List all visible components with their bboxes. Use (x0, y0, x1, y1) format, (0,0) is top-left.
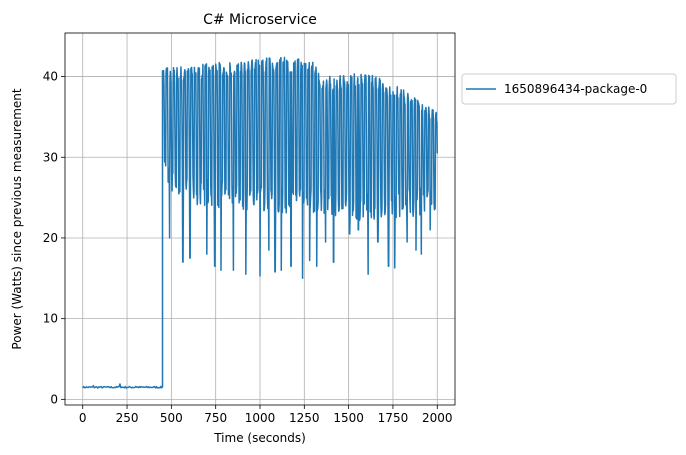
series-layer (82, 56, 439, 389)
y-axis: 0 10 20 30 40 (43, 70, 65, 406)
x-tick-label: 1750 (378, 411, 409, 425)
legend: 1650896434-package-0 (461, 73, 677, 105)
y-tick-label: 40 (43, 70, 58, 84)
chart-title: C# Microservice (203, 12, 317, 28)
x-tick-label: 0 (79, 411, 87, 425)
x-tick-label: 250 (116, 411, 139, 425)
y-tick-label: 0 (50, 392, 58, 406)
x-tick-label: 500 (160, 411, 183, 425)
x-axis-label: Time (seconds) (213, 431, 306, 445)
y-axis-label: Power (Watts) since previous measurement (10, 88, 24, 350)
y-tick-label: 20 (43, 231, 58, 245)
legend-box (461, 73, 677, 105)
x-tick-label: 1250 (289, 411, 320, 425)
x-tick-label: 750 (204, 411, 227, 425)
y-tick-label: 10 (43, 312, 58, 326)
legend-entry-label: 1650896434-package-0 (504, 82, 647, 96)
x-tick-label: 1500 (333, 411, 364, 425)
x-tick-label: 2000 (422, 411, 453, 425)
series-line-1650896434-package-0 (82, 56, 439, 389)
x-axis: 0 250 500 750 1000 1250 1500 1750 2000 (79, 405, 453, 425)
y-tick-label: 30 (43, 150, 58, 164)
x-tick-label: 1000 (245, 411, 276, 425)
